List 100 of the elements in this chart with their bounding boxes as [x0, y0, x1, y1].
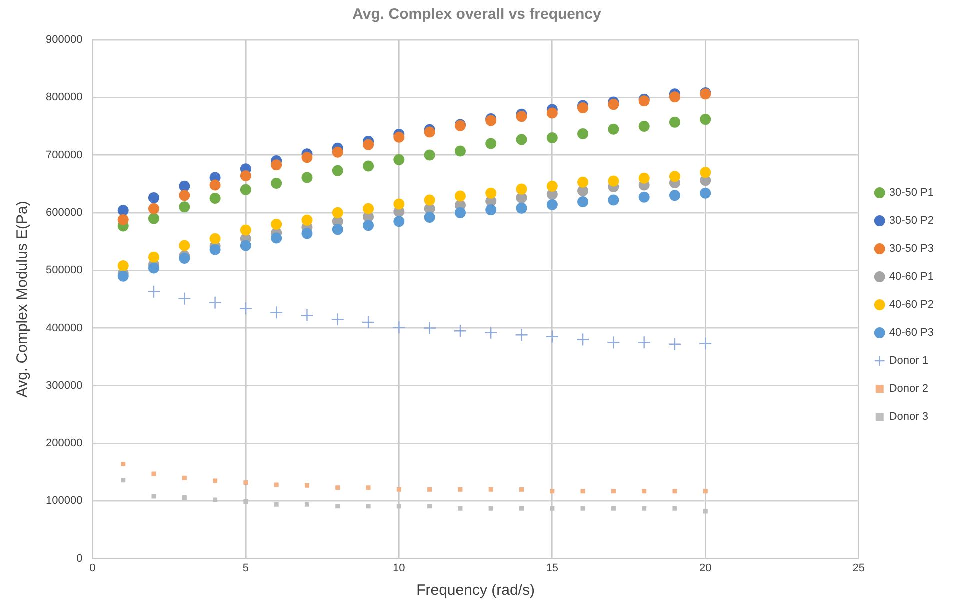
point	[182, 495, 187, 500]
point	[550, 489, 555, 494]
y-tick-label: 100000	[46, 495, 83, 508]
point	[546, 180, 558, 192]
point	[486, 138, 497, 150]
y-tick-label: 800000	[46, 92, 83, 104]
point	[700, 167, 712, 178]
x-tick-label: 0	[90, 562, 96, 574]
point	[363, 160, 374, 172]
point	[148, 203, 160, 214]
point	[668, 338, 682, 351]
point	[638, 120, 650, 132]
point	[576, 333, 590, 346]
point	[394, 216, 405, 228]
point	[608, 194, 620, 206]
point	[210, 244, 221, 256]
point	[488, 487, 494, 492]
point	[672, 489, 678, 494]
point	[332, 207, 344, 218]
point	[396, 487, 402, 492]
point	[700, 114, 712, 126]
point	[239, 302, 253, 316]
point	[458, 487, 463, 492]
point	[516, 111, 528, 122]
point	[428, 487, 432, 492]
point	[700, 188, 712, 199]
point	[274, 482, 279, 488]
y-tick-label: 400000	[46, 322, 83, 334]
point	[148, 213, 160, 224]
legend-label: 40-60 P3	[889, 327, 934, 340]
point	[118, 270, 129, 282]
point	[118, 260, 129, 272]
point	[213, 478, 218, 484]
point	[394, 198, 405, 210]
point	[302, 172, 313, 184]
legend-label: 40-60 P1	[889, 271, 934, 284]
point	[240, 224, 252, 236]
point	[362, 316, 376, 330]
point	[546, 330, 559, 344]
point	[458, 506, 463, 511]
point	[210, 180, 221, 191]
point	[424, 150, 436, 161]
point	[118, 214, 129, 226]
point	[118, 205, 129, 216]
point	[363, 203, 374, 214]
point	[454, 324, 468, 338]
x-tick-label: 20	[700, 562, 712, 574]
point	[546, 132, 558, 144]
point	[578, 128, 589, 140]
chart-title: Avg. Complex overall vs frequency	[352, 6, 602, 24]
point	[607, 336, 620, 350]
point	[300, 308, 314, 322]
point	[210, 193, 221, 204]
point	[423, 322, 436, 335]
point	[516, 134, 528, 146]
point	[179, 240, 190, 252]
point	[578, 176, 589, 188]
point	[515, 328, 528, 342]
x-tick-label: 5	[242, 562, 249, 574]
point	[271, 178, 282, 190]
point	[152, 494, 156, 499]
point	[148, 252, 160, 263]
point	[244, 480, 248, 485]
point	[363, 220, 374, 232]
point	[638, 172, 650, 184]
point	[304, 483, 310, 488]
point	[519, 506, 524, 511]
point	[148, 262, 160, 274]
y-tick-label: 600000	[46, 206, 83, 219]
x-tick-label: 15	[546, 562, 559, 574]
point	[638, 336, 651, 350]
point	[270, 306, 284, 320]
legend-label: 40-60 P2	[889, 299, 934, 312]
point	[210, 233, 221, 244]
point	[638, 192, 650, 203]
point	[179, 202, 190, 213]
point	[669, 171, 680, 182]
point	[240, 184, 252, 196]
point	[486, 188, 497, 199]
point	[302, 228, 313, 240]
legend-label: 30-50 P3	[889, 243, 934, 256]
y-tick-label: 0	[76, 552, 83, 565]
legend-label: Donor 2	[889, 383, 928, 396]
point	[302, 214, 313, 226]
point	[546, 199, 558, 210]
y-tick-label: 500000	[46, 264, 83, 277]
point	[546, 108, 558, 119]
point	[669, 190, 680, 202]
point	[394, 154, 405, 166]
point	[396, 504, 402, 509]
point	[519, 487, 524, 492]
point	[179, 190, 190, 202]
x-axis-title: Frequency (rad/s)	[416, 582, 535, 600]
point	[363, 139, 374, 150]
point	[392, 321, 406, 334]
point	[182, 476, 187, 480]
point	[454, 190, 466, 202]
point	[550, 506, 555, 511]
point	[484, 326, 498, 340]
point	[642, 489, 647, 494]
